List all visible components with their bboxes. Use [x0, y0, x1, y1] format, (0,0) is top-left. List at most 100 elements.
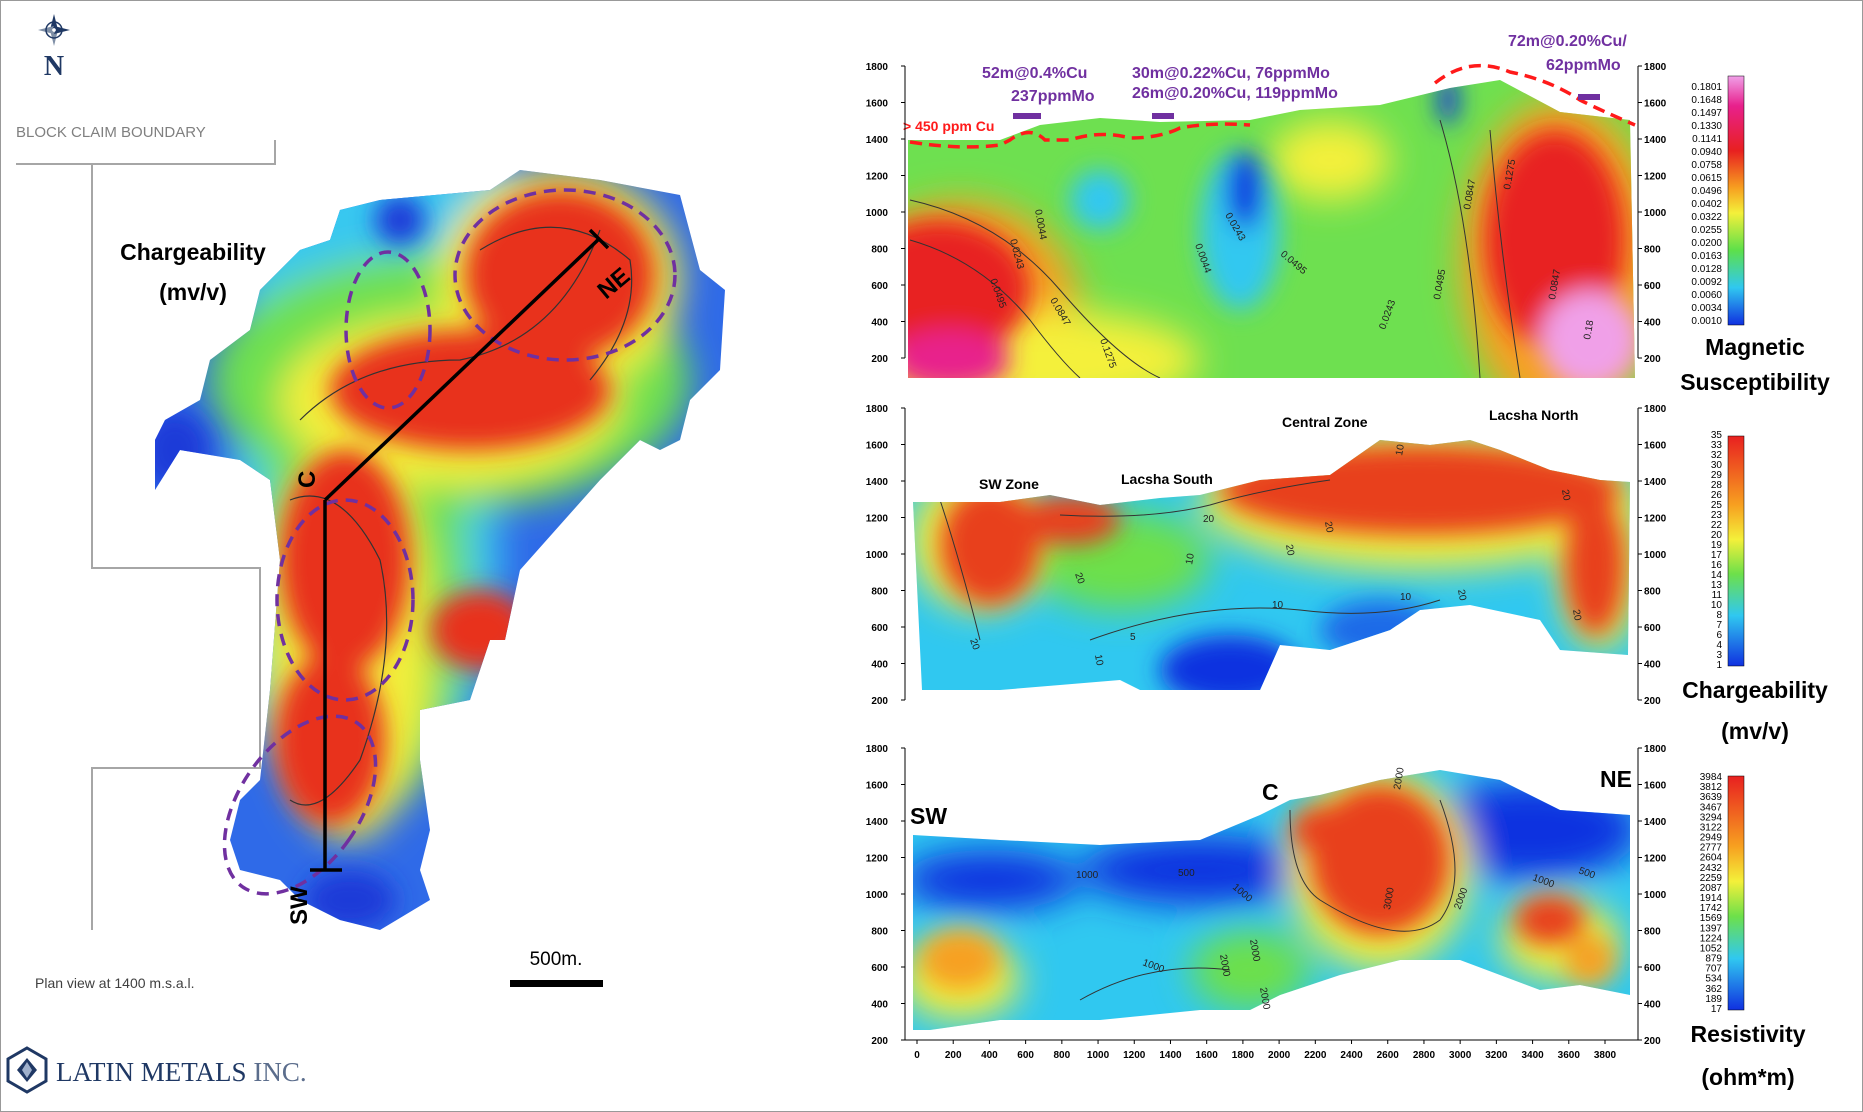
distance-tick: 400 [981, 1050, 998, 1061]
chargeability-legend-value: 32 [1711, 450, 1723, 461]
resistivity-legend-value: 2259 [1700, 873, 1723, 884]
chargeability-contour-label: 20 [1570, 609, 1583, 622]
resistivity-legend-value: 2949 [1700, 833, 1723, 844]
chargeability-elev-tick-left: 1600 [866, 441, 889, 452]
resistivity-elev-tick-right: 1200 [1644, 854, 1667, 865]
resistivity-elev-tick-right: 800 [1644, 927, 1661, 938]
distance-tick: 1600 [1196, 1050, 1219, 1061]
res-point-ne: NE [1600, 766, 1632, 792]
resistivity-legend-value: 3812 [1700, 782, 1723, 793]
magnetic-elev-tick-right: 1800 [1644, 62, 1667, 73]
target-zone-north [344, 250, 432, 410]
chargeability-legend-value: 25 [1711, 500, 1723, 511]
chargeability-legend-value: 4 [1716, 640, 1722, 651]
chargeability-elev-tick-left: 200 [871, 696, 888, 707]
magnetic-title-line1: Magnetic [1705, 334, 1805, 360]
magnetic-legend-value: 0.0255 [1691, 225, 1722, 236]
resistivity-legend-value: 3467 [1700, 802, 1723, 813]
resistivity-legend-value: 17 [1711, 1004, 1723, 1015]
intercept2-line1: 30m@0.22%Cu, 76ppmMo [1132, 65, 1330, 82]
chargeability-contour-label: 5 [1130, 632, 1136, 643]
chargeability-elev-tick-left: 1000 [866, 550, 889, 561]
magnetic-contour-label: 0.0495 [1432, 268, 1448, 300]
target-zone-central [275, 498, 415, 702]
magnetic-elev-tick-left: 1600 [866, 99, 889, 110]
resistivity-elev-tick-left: 1200 [866, 854, 889, 865]
chargeability-contour-label: 20 [1322, 521, 1335, 534]
resistivity-title-line1: Resistivity [1690, 1021, 1805, 1047]
resistivity-legend-value: 707 [1705, 964, 1722, 975]
latin-metals-logo-icon [6, 1046, 48, 1094]
distance-tick: 3200 [1485, 1050, 1508, 1061]
chargeability-elev-tick-right: 800 [1644, 587, 1661, 598]
magnetic-legend-value: 0.0060 [1691, 290, 1722, 301]
chargeability-contour-label: 20 [967, 637, 981, 652]
distance-tick: 3400 [1521, 1050, 1544, 1061]
chargeability-contour-label: 20 [1203, 514, 1215, 525]
section-line [310, 228, 610, 872]
resistivity-legend-value: 362 [1705, 984, 1722, 995]
plan-point-sw: SW [286, 886, 313, 925]
resistivity-legend-value: 1052 [1700, 943, 1723, 954]
chargeability-legend-value: 14 [1711, 570, 1723, 581]
magnetic-elev-tick-right: 800 [1644, 245, 1661, 256]
distance-tick: 600 [1017, 1050, 1034, 1061]
distance-tick: 3000 [1449, 1050, 1472, 1061]
chargeability-legend-value: 26 [1711, 490, 1723, 501]
distance-tick: 3800 [1594, 1050, 1617, 1061]
target-zone-sw [222, 714, 378, 896]
chargeability-contour-label: 10 [1394, 443, 1407, 456]
magnetic-elev-tick-right: 600 [1644, 281, 1661, 292]
chargeability-elev-tick-right: 200 [1644, 696, 1661, 707]
chargeability-elev-tick-right: 1800 [1644, 404, 1667, 415]
distance-tick: 200 [945, 1050, 962, 1061]
magnetic-legend-value: 0.0940 [1691, 147, 1722, 158]
intercept3-line1: 72m@0.20%Cu/ [1508, 33, 1627, 50]
chargeability-contour-label: 20 [1455, 589, 1468, 602]
chargeability-legend-value: 8 [1716, 610, 1722, 621]
resistivity-legend-value: 2604 [1700, 853, 1723, 864]
distance-tick: 1800 [1232, 1050, 1255, 1061]
chargeability-elev-tick-left: 400 [871, 660, 888, 671]
distance-tick: 0 [914, 1050, 920, 1061]
claim-boundary-line [91, 164, 261, 930]
chargeability-legend-value: 17 [1711, 550, 1723, 561]
magnetic-legend-value: 0.0322 [1691, 212, 1722, 223]
magnetic-legend-value: 0.0402 [1691, 199, 1722, 210]
magnetic-elev-tick-left: 1800 [866, 62, 889, 73]
magnetic-contour-label: 0.1275 [1502, 158, 1518, 190]
chargeability-legend-value: 7 [1716, 620, 1722, 631]
intercept2-line2: 26m@0.20%Cu, 119ppmMo [1132, 85, 1338, 102]
chargeability-section-plot [913, 440, 1630, 690]
magnetic-elev-tick-right: 200 [1644, 354, 1661, 365]
resistivity-legend-value: 2777 [1700, 843, 1723, 854]
chargeability-legend-value: 35 [1711, 430, 1723, 441]
distance-tick: 2200 [1304, 1050, 1327, 1061]
north-label: N [44, 51, 64, 82]
claim-boundary-top [16, 140, 276, 165]
resistivity-legend-bar [1727, 775, 1745, 1011]
legend-labels: 0.1801 0.1648 0.1497 0.1330 0.1141 0.0940 0.07… [1691, 82, 1722, 1015]
chargeability-contour-label: 20 [1559, 489, 1572, 502]
magnetic-legend-value: 0.1330 [1691, 121, 1722, 132]
scale-bar [510, 980, 603, 987]
magnetic-elev-tick-right: 400 [1644, 318, 1661, 329]
magnetic-elev-tick-left: 400 [871, 318, 888, 329]
intercept1-line1: 52m@0.4%Cu [982, 65, 1087, 82]
resistivity-elev-tick-left: 1000 [866, 890, 889, 901]
resistivity-elev-tick-left: 800 [871, 927, 888, 938]
magnetic-legend-value: 0.0163 [1691, 251, 1722, 262]
target-zone-outlines [222, 188, 677, 896]
chargeability-elev-tick-right: 1000 [1644, 550, 1667, 561]
resistivity-elev-tick-right: 200 [1644, 1036, 1661, 1047]
plan-title-line2: (mv/v) [159, 279, 227, 305]
zone-lacsha-south: Lacsha South [1121, 471, 1213, 487]
chargeability-contour-label: 10 [1184, 552, 1197, 565]
magnetic-elev-tick-left: 600 [871, 281, 888, 292]
company-name: LATIN METALS INC. [56, 1057, 307, 1087]
resistivity-elev-tick-left: 600 [871, 963, 888, 974]
chargeability-legend-value: 3 [1716, 650, 1722, 661]
magnetic-elev-tick-left: 1400 [866, 135, 889, 146]
chargeability-legend-value: 20 [1711, 530, 1723, 541]
